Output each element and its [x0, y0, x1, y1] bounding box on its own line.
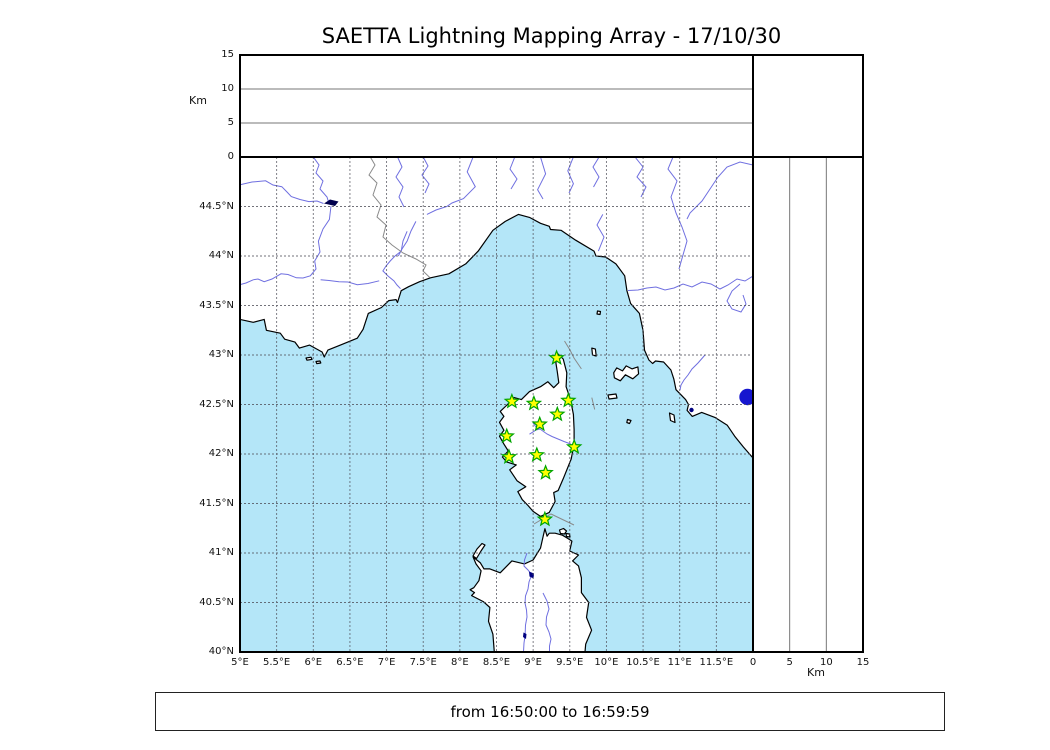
altitude-histogram-panel	[752, 54, 864, 158]
latitude-tick-label: 44.5°N	[199, 200, 234, 212]
longitude-tick-label: 11.5°E	[699, 657, 734, 668]
km-tick-label: 0	[749, 657, 757, 668]
latitude-tick-label: 43.5°N	[199, 299, 234, 311]
km-tick-label: 5	[786, 657, 793, 668]
altitude-axis-label: Km	[189, 94, 207, 107]
longitude-tick-label: 7°E	[377, 657, 396, 668]
montecristo-island	[626, 418, 632, 425]
longitude-tick-label: 9.5°E	[556, 657, 584, 668]
lake-serre-poncon	[324, 199, 339, 206]
latitude-tick-label: 40°N	[208, 646, 234, 657]
time-range-label: from 16:50:00 to 16:59:59	[450, 702, 650, 721]
giglio-island	[668, 412, 676, 424]
hyeres-islands	[305, 356, 322, 365]
country-borders	[368, 157, 596, 526]
sardinia-coast	[469, 528, 593, 652]
map-canvas	[240, 157, 753, 652]
latitude-tick-label: 43°N	[208, 349, 234, 360]
asinara-island	[472, 542, 486, 560]
altitude-longitude-panel	[239, 54, 754, 158]
longitude-tick-label: 11°E	[667, 657, 692, 668]
panel-gridlines	[240, 88, 827, 652]
longitude-tick-label: 9°E	[524, 657, 542, 668]
latitude-altitude-panel	[752, 156, 864, 653]
km-tick-label: 10	[819, 657, 833, 668]
plot-title: SAETTA Lightning Mapping Array - 17/10/3…	[321, 24, 782, 48]
longitude-tick-label: 10.5°E	[626, 657, 660, 668]
altitude-tick-label: 10	[221, 83, 234, 94]
latitude-tick-label: 44°N	[208, 250, 234, 261]
lake-bolsena	[739, 388, 753, 406]
elba-island	[613, 365, 640, 382]
mainland-coast	[240, 157, 753, 459]
time-range-box: from 16:50:00 to 16:59:59	[155, 692, 945, 731]
gorgona-island	[596, 310, 602, 316]
lakes	[324, 199, 753, 639]
longitude-tick-label: 8°E	[451, 657, 469, 668]
longitude-tick-label: 5°E	[231, 657, 249, 668]
altitude-tick-label: 5	[227, 117, 234, 128]
latitude-tick-label: 42°N	[208, 448, 234, 459]
latitude-tick-label: 42.5°N	[199, 398, 234, 410]
latitude-tick-label: 41.5°N	[199, 497, 234, 509]
longitude-tick-label: 8.5°E	[482, 657, 511, 668]
longitude-tick-label: 6.5°E	[336, 657, 364, 668]
longitude-tick-label: 10°E	[594, 657, 619, 668]
capraia-island	[591, 347, 597, 357]
altitude-tick-label: 0	[227, 151, 234, 162]
right-altitude-axis-label: Km	[807, 666, 825, 679]
latitude-tick-label: 40.5°N	[199, 596, 234, 608]
map-gridlines	[240, 157, 753, 652]
km-tick-label: 15	[856, 657, 870, 668]
longitude-tick-label: 7.5°E	[409, 657, 437, 668]
longitude-tick-label: 6°E	[304, 657, 323, 668]
altitude-tick-label: 15	[221, 49, 234, 60]
longitude-tick-label: 5.5°E	[263, 657, 291, 668]
rivers	[240, 157, 753, 652]
lake-omodeo	[523, 632, 527, 639]
lake-orbetello	[689, 407, 694, 413]
pianosa-island	[607, 393, 618, 400]
latitude-tick-label: 41°N	[208, 547, 234, 558]
